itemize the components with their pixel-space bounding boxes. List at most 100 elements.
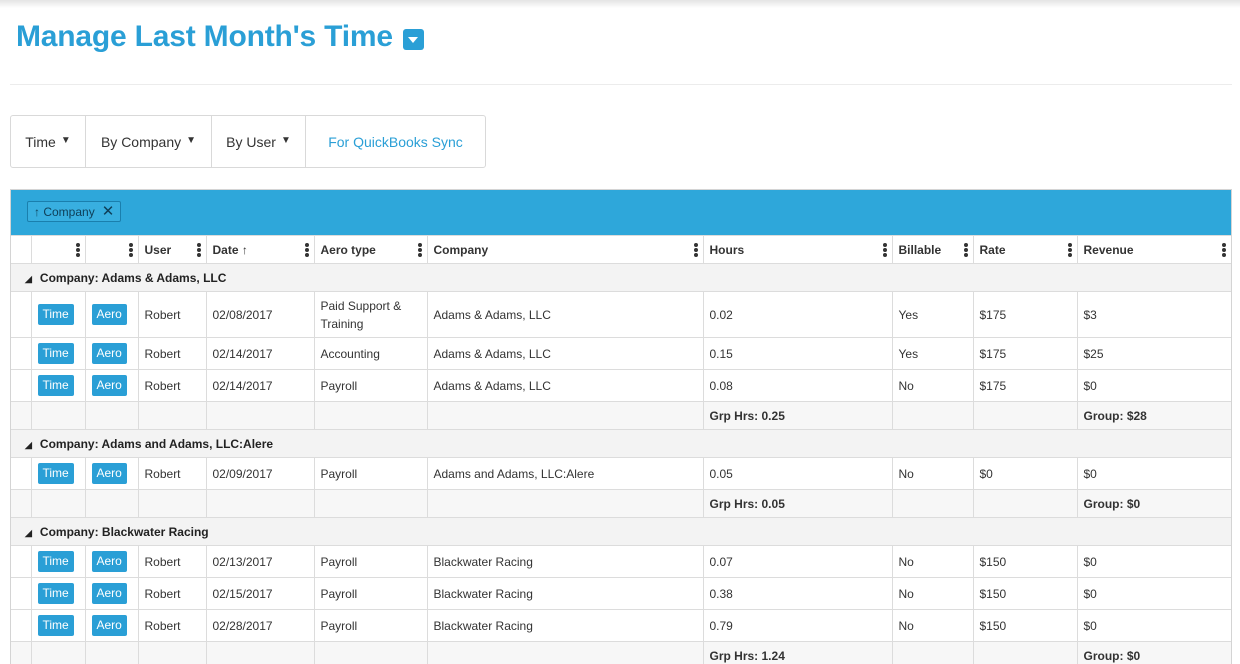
aero-button[interactable]: Aero [91, 551, 127, 572]
summary-empty-cell [205, 401, 315, 430]
time-button-cell: Time [30, 545, 86, 578]
group-header-row[interactable]: ◢ Company: Adams and Adams, LLC:Alere [11, 429, 1231, 458]
column-header-hours[interactable]: Hours [702, 235, 893, 264]
tab-by-company[interactable]: By Company ▼ [86, 116, 212, 167]
time-button[interactable]: Time [37, 463, 74, 484]
aero-button[interactable]: Aero [91, 343, 127, 364]
collapse-triangle-icon[interactable]: ◢ [25, 527, 32, 538]
summary-empty-cell [426, 641, 704, 664]
table-row[interactable]: Time Aero Robert 02/09/2017 Payroll Adams and… [11, 457, 1231, 490]
tab-by-user-label: By User [226, 133, 276, 150]
billable-cell: No [891, 545, 974, 578]
aero-button[interactable]: Aero [91, 583, 127, 604]
group-header-row[interactable]: ◢ Company: Adams & Adams, LLC [11, 263, 1231, 292]
time-grid: ↑ Company ✕ User Date ↑ Aero type Company Ho… [10, 189, 1232, 664]
column-menu-icon[interactable] [128, 242, 134, 258]
collapse-triangle-icon[interactable]: ◢ [25, 273, 32, 284]
hours-cell: 0.07 [702, 545, 893, 578]
time-button[interactable]: Time [37, 615, 74, 636]
rate-cell: $150 [972, 577, 1078, 610]
date-cell: 02/28/2017 [205, 609, 315, 642]
column-header-label: User [144, 242, 172, 257]
group-hours-total: Grp Hrs: 0.05 [702, 489, 893, 518]
aero-button-cell: Aero [84, 577, 139, 610]
column-header-aero-type[interactable]: Aero type [313, 235, 428, 264]
time-button[interactable]: Time [37, 551, 74, 572]
aero-button[interactable]: Aero [91, 615, 127, 636]
indent-cell [11, 457, 32, 490]
tab-quickbooks-sync[interactable]: For QuickBooks Sync [306, 116, 485, 167]
column-menu-icon[interactable] [75, 242, 81, 258]
tab-time[interactable]: Time ▼ [11, 116, 86, 167]
summary-empty-cell [972, 641, 1078, 664]
caret-down-icon: ▼ [280, 135, 291, 146]
data-table: User Date ↑ Aero type Company Hours Billable R… [11, 235, 1231, 664]
table-row[interactable]: Time Aero Robert 02/14/2017 Payroll Adams & A… [11, 369, 1231, 402]
column-menu-icon[interactable] [1067, 242, 1073, 258]
hours-cell: 0.38 [702, 577, 893, 610]
revenue-cell: $25 [1076, 337, 1231, 370]
table-row[interactable]: Time Aero Robert 02/13/2017 Payroll Blackwate… [11, 545, 1231, 578]
top-shadow [0, 0, 1240, 8]
table-row[interactable]: Time Aero Robert 02/28/2017 Payroll Blackwate… [11, 609, 1231, 642]
tab-by-company-label: By Company [100, 133, 182, 150]
summary-empty-cell [137, 489, 207, 518]
column-menu-icon[interactable] [196, 242, 202, 258]
group-indent-header [11, 235, 32, 264]
collapse-triangle-icon[interactable]: ◢ [25, 439, 32, 450]
group-header-row[interactable]: ◢ Company: Blackwater Racing [11, 517, 1231, 546]
column-menu-icon[interactable] [1221, 242, 1227, 258]
column-menu-icon[interactable] [304, 242, 310, 258]
hours-cell: 0.79 [702, 609, 893, 642]
column-header-rate[interactable]: Rate [972, 235, 1078, 264]
close-icon[interactable]: ✕ [101, 203, 115, 220]
page-title-text: Manage Last Month's Time [16, 20, 393, 53]
group-revenue-total: Group: $28 [1076, 401, 1231, 430]
group-chip-label: ↑ Company [34, 204, 95, 219]
date-cell: 02/14/2017 [205, 369, 315, 402]
summary-empty-cell [426, 401, 704, 430]
indent-cell [11, 545, 32, 578]
column-menu-icon[interactable] [963, 242, 969, 258]
aero-type-cell: Accounting [313, 337, 428, 370]
column-header-billable[interactable]: Billable [891, 235, 974, 264]
group-summary-row: Grp Hrs: 1.24 Group: $0 [11, 641, 1231, 664]
aero-button[interactable]: Aero [91, 375, 127, 396]
summary-empty-cell [891, 401, 974, 430]
time-button[interactable]: Time [37, 304, 74, 325]
column-menu-icon[interactable] [693, 242, 699, 258]
rate-cell: $0 [972, 457, 1078, 490]
summary-empty-cell [30, 489, 86, 518]
aero-button[interactable]: Aero [91, 304, 127, 325]
group-hours-total: Grp Hrs: 1.24 [702, 641, 893, 664]
time-button[interactable]: Time [37, 375, 74, 396]
table-row[interactable]: Time Aero Robert 02/14/2017 Accounting Adams … [11, 337, 1231, 370]
column-menu-icon[interactable] [882, 242, 888, 258]
time-button-cell: Time [30, 457, 86, 490]
time-button[interactable]: Time [37, 583, 74, 604]
tab-by-user[interactable]: By User ▼ [212, 116, 306, 167]
group-summary-row: Grp Hrs: 0.25 Group: $28 [11, 401, 1231, 430]
summary-empty-cell [313, 401, 428, 430]
column-header-date[interactable]: Date ↑ [205, 235, 315, 264]
title-dropdown-caret-icon[interactable] [402, 28, 424, 50]
group-chip-company[interactable]: ↑ Company ✕ [27, 201, 122, 222]
tab-time-label: Time [25, 133, 56, 150]
aero-button[interactable]: Aero [91, 463, 127, 484]
column-header-actions-1[interactable] [30, 235, 86, 264]
aero-button-cell: Aero [84, 457, 139, 490]
group-label: Company: Blackwater Racing [39, 524, 209, 539]
time-button[interactable]: Time [37, 343, 74, 364]
indent-cell [11, 609, 32, 642]
column-header-revenue[interactable]: Revenue [1076, 235, 1231, 264]
aero-button-cell: Aero [84, 337, 139, 370]
column-header-actions-2[interactable] [84, 235, 139, 264]
table-row[interactable]: Time Aero Robert 02/08/2017 Paid Support & T… [11, 291, 1231, 338]
aero-button-cell: Aero [84, 609, 139, 642]
company-cell: Adams & Adams, LLC [426, 369, 704, 402]
column-header-company[interactable]: Company [426, 235, 704, 264]
column-menu-icon[interactable] [417, 242, 423, 258]
table-row[interactable]: Time Aero Robert 02/15/2017 Payroll Blackwate… [11, 577, 1231, 610]
billable-cell: No [891, 577, 974, 610]
column-header-user[interactable]: User [137, 235, 207, 264]
